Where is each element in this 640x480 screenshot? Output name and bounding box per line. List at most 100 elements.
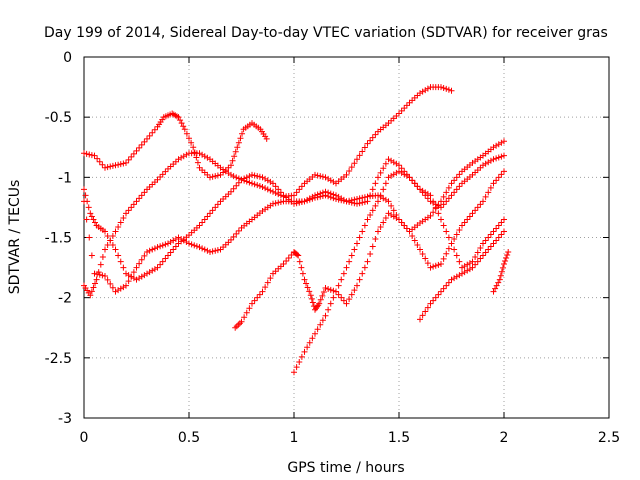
data-point [295,252,302,259]
data-point-fill [138,256,145,263]
data-point [196,244,203,251]
data-series-6 [291,168,507,376]
data-point-fill [272,189,279,196]
data-point [459,270,465,277]
data-point [249,300,255,307]
data-point-fill [212,204,219,211]
data-point-fill [493,237,500,244]
data-point [301,276,308,283]
data-point [385,156,392,163]
data-point-fill [256,291,263,298]
data-series-8 [490,248,512,295]
data-point-fill [453,186,460,193]
data-point-fill [125,207,132,214]
data-point-fill [157,261,164,268]
data-point-fill [372,202,379,209]
data-point [144,270,150,277]
data-point-fill [299,270,306,277]
data-point-fill [487,243,494,250]
data-point-fill [317,321,324,328]
data-point-fill [233,182,240,189]
data-point [480,198,486,205]
data-point-fill [136,144,143,151]
data-point-fill [487,157,494,164]
y-tick-label: -2.5 [45,351,72,367]
data-point-fill [424,85,431,92]
data-point-fill [212,173,219,180]
data-point [501,228,507,235]
data-point-fill [88,213,95,220]
data-point-fill [107,237,114,244]
data-point-fill [117,258,124,265]
data-point-fill [393,169,400,176]
data-point [154,244,161,251]
data-point-fill [456,171,463,178]
data-point-fill [380,165,387,172]
data-point-fill [254,182,261,189]
data-point-fill [99,272,106,279]
data-point [448,276,455,283]
data-point-fill [235,139,242,146]
data-point [259,183,266,190]
data-point-fill [388,172,395,179]
data-point-fill [369,243,376,250]
data-point-fill [502,257,509,264]
data-point-fill [117,219,124,226]
data-point-fill [498,153,505,160]
data-point-fill [304,284,311,291]
data-point-fill [272,183,279,190]
data-point-fill [141,272,148,279]
data-point-fill [229,157,236,164]
data-point-fill [445,86,452,93]
data-point-fill [120,214,127,221]
data-point [249,180,255,187]
data-point-fill [482,249,489,256]
data-point-fill [422,189,429,196]
data-point [123,210,129,217]
data-point-fill [424,190,431,197]
data-point-fill [130,275,137,282]
data-point [354,240,360,247]
data-point-fill [107,163,114,170]
data-point-fill [146,269,153,276]
data-point-fill [264,177,271,184]
data-point-fill [180,237,187,244]
data-point-fill [306,339,313,346]
data-point-fill [367,211,374,218]
data-point-fill [432,204,439,211]
data-point-fill [335,282,342,289]
data-point-fill [498,219,505,226]
data-point-fill [348,291,355,298]
data-point-fill [466,213,473,220]
data-point-fill [327,286,334,293]
data-point [123,282,129,289]
data-point-fill [235,321,242,328]
data-point-fill [243,174,250,181]
data-point-fill [419,312,426,319]
data-point [375,174,381,181]
data-point [501,138,507,145]
x-tick-label: 1.5 [388,430,410,446]
data-point-fill [306,196,313,203]
data-point [427,192,434,199]
data-point-fill [453,273,460,280]
data-point-fill [443,85,450,92]
data-point-fill [377,192,384,199]
data-point-fill [369,134,376,141]
data-point-fill [327,177,334,184]
data-point-fill [294,251,301,258]
data-point [234,144,241,151]
data-point-fill [159,171,166,178]
data-point-fill [356,234,363,241]
data-point [207,248,213,255]
data-point-fill [293,364,300,371]
data-point-fill [236,320,243,327]
data-point-fill [214,247,221,254]
data-point-fill [172,236,179,243]
data-point-fill [419,88,426,95]
data-point-fill [149,267,156,274]
data-point [238,318,245,325]
data-point [91,270,98,277]
data-point [459,264,465,271]
data-point-fill [209,173,216,180]
